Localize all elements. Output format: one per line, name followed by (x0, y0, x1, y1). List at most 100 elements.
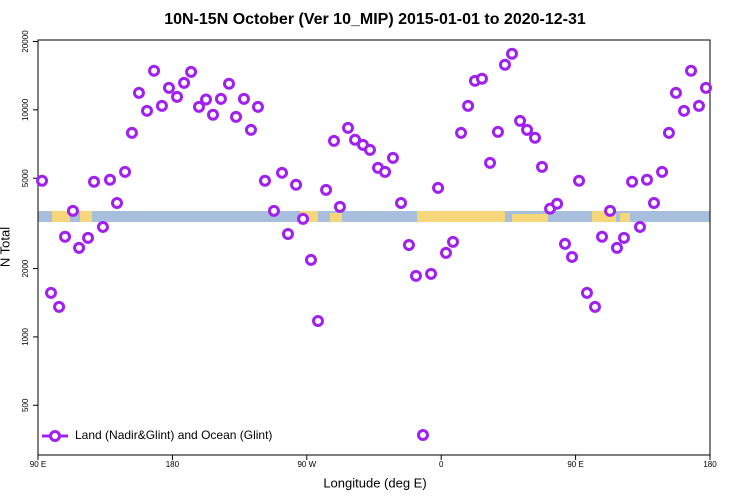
point (342, 121, 355, 134)
point (258, 174, 271, 187)
land-patch (300, 211, 318, 222)
point (528, 131, 541, 144)
x-tick-label: 180 (166, 460, 180, 469)
point (604, 204, 617, 217)
chart-title: 10N-15N October (Ver 10_MIP) 2015-01-01 … (164, 11, 586, 28)
point (626, 175, 639, 188)
point (73, 241, 86, 254)
point (395, 196, 408, 209)
legend-label: Land (Nadir&Glint) and Ocean (Glint) (75, 428, 272, 442)
x-tick-label: 90 E (567, 460, 583, 469)
point (53, 300, 66, 313)
y-tick-label: 500 (21, 398, 30, 412)
point (363, 143, 376, 156)
point (491, 125, 504, 138)
point (505, 47, 518, 60)
point (699, 81, 712, 94)
point (558, 237, 571, 250)
land-patch (592, 211, 616, 222)
point (425, 267, 438, 280)
point (566, 250, 579, 263)
point (155, 99, 168, 112)
y-tick-label: 5000 (21, 169, 30, 187)
point (59, 230, 72, 243)
point (214, 92, 227, 105)
point (692, 99, 705, 112)
point (514, 114, 527, 127)
point (573, 174, 586, 187)
point (171, 90, 184, 103)
point (222, 77, 235, 90)
point (656, 165, 669, 178)
point (110, 196, 123, 209)
point (462, 99, 475, 112)
point (648, 196, 660, 209)
point (640, 173, 653, 186)
point (409, 269, 422, 282)
y-tick-label: 10000 (21, 98, 30, 121)
point (610, 241, 623, 254)
y-tick-label: 20000 (21, 30, 30, 53)
y-axis-label: N Total (0, 227, 12, 267)
point (290, 178, 303, 191)
point (596, 230, 609, 243)
point (333, 200, 346, 213)
point (402, 238, 415, 251)
point (148, 64, 161, 77)
point (185, 65, 198, 78)
point (88, 175, 100, 188)
land-patch (330, 213, 342, 222)
land-patch (52, 211, 70, 222)
x-tick-label: 90 W (297, 460, 316, 469)
land-patch (620, 213, 630, 222)
x-tick-label: 90 E (30, 460, 46, 469)
land-patch (512, 214, 548, 222)
point (580, 286, 593, 299)
point (349, 133, 362, 146)
point (589, 300, 602, 313)
point (678, 104, 691, 117)
point (475, 72, 488, 85)
point (178, 76, 191, 89)
point (237, 92, 250, 105)
point (44, 286, 57, 299)
point (416, 428, 429, 441)
point (200, 93, 212, 106)
point (244, 123, 257, 136)
y-tick-label: 1000 (21, 327, 30, 345)
point (320, 183, 333, 196)
point (327, 134, 340, 147)
point (82, 231, 95, 244)
point (96, 220, 109, 233)
point (455, 126, 468, 139)
point (312, 315, 324, 328)
point (267, 204, 280, 217)
point (141, 104, 154, 117)
point (162, 81, 175, 94)
point (207, 108, 220, 121)
point (132, 86, 145, 99)
point (297, 212, 310, 225)
point (119, 165, 132, 178)
plot-frame (37, 39, 711, 456)
point (251, 100, 264, 113)
point (230, 110, 243, 123)
point (192, 100, 205, 113)
x-axis-label: Longitude (deg E) (323, 475, 426, 490)
point (386, 151, 399, 164)
point (685, 64, 698, 77)
land-patch (417, 211, 505, 222)
x-tick-label: 0 (439, 460, 444, 469)
point (669, 86, 682, 99)
point (617, 231, 630, 244)
point (521, 123, 534, 136)
land-patch (80, 211, 92, 222)
point (125, 126, 138, 139)
legend-marker (49, 430, 61, 442)
point (432, 181, 445, 194)
point (551, 197, 564, 210)
point (379, 165, 392, 178)
x-tick-label: 180 (703, 460, 717, 469)
